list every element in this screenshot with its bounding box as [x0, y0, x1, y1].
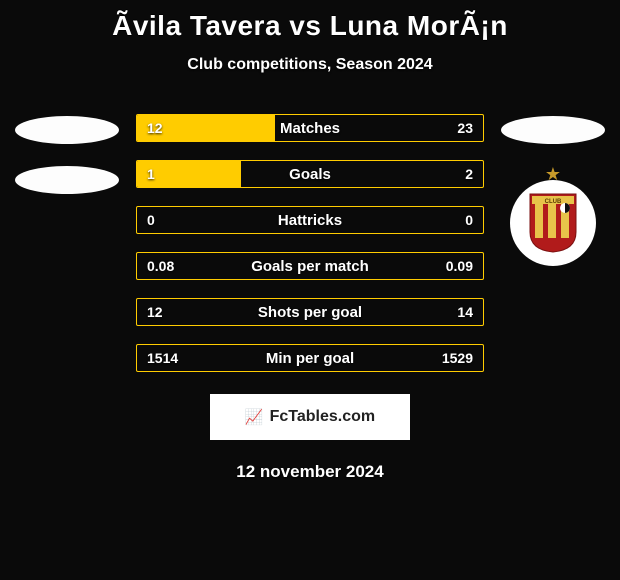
- stat-bar: 12Matches23: [136, 114, 484, 142]
- stat-bar: 12Shots per goal14: [136, 298, 484, 326]
- stat-label: Min per goal: [137, 345, 483, 371]
- stats-column: 12Matches23 1Goals2 0Hattricks0 0.08Goals p…: [130, 114, 490, 372]
- stat-right-value: 23: [457, 115, 473, 141]
- brand-footer[interactable]: 📈 FcTables.com: [210, 394, 410, 440]
- brand-icon: 📈: [245, 408, 262, 426]
- club-shield-icon: CLUB: [528, 192, 578, 254]
- stat-bar: 1Goals2: [136, 160, 484, 188]
- stat-label: Goals per match: [137, 253, 483, 279]
- brand-text: FcTables.com: [270, 408, 376, 426]
- stat-label: Goals: [137, 161, 483, 187]
- page-title: Ãvila Tavera vs Luna MorÃ¡n: [0, 10, 620, 42]
- stat-right-value: 0.09: [446, 253, 473, 279]
- date-text: 12 november 2024: [0, 462, 620, 482]
- stat-bar: 0Hattricks0: [136, 206, 484, 234]
- stat-right-value: 0: [465, 207, 473, 233]
- right-player-col: CLUB: [490, 114, 616, 266]
- page-subtitle: Club competitions, Season 2024: [0, 56, 620, 74]
- stat-label: Hattricks: [137, 207, 483, 233]
- player-placeholder-ellipse: [15, 166, 119, 194]
- stat-bar: 1514Min per goal1529: [136, 344, 484, 372]
- stat-right-value: 2: [465, 161, 473, 187]
- stat-right-value: 14: [457, 299, 473, 325]
- svg-text:CLUB: CLUB: [545, 199, 562, 205]
- stat-label: Matches: [137, 115, 483, 141]
- root: Ãvila Tavera vs Luna MorÃ¡n Club competi…: [0, 0, 620, 492]
- stat-right-value: 1529: [442, 345, 473, 371]
- content-row: 12Matches23 1Goals2 0Hattricks0 0.08Goals p…: [0, 114, 620, 372]
- player-placeholder-ellipse: [501, 116, 605, 144]
- left-player-col: [4, 114, 130, 194]
- club-logo: CLUB: [510, 180, 596, 266]
- player-placeholder-ellipse: [15, 116, 119, 144]
- stat-bar: 0.08Goals per match0.09: [136, 252, 484, 280]
- stat-label: Shots per goal: [137, 299, 483, 325]
